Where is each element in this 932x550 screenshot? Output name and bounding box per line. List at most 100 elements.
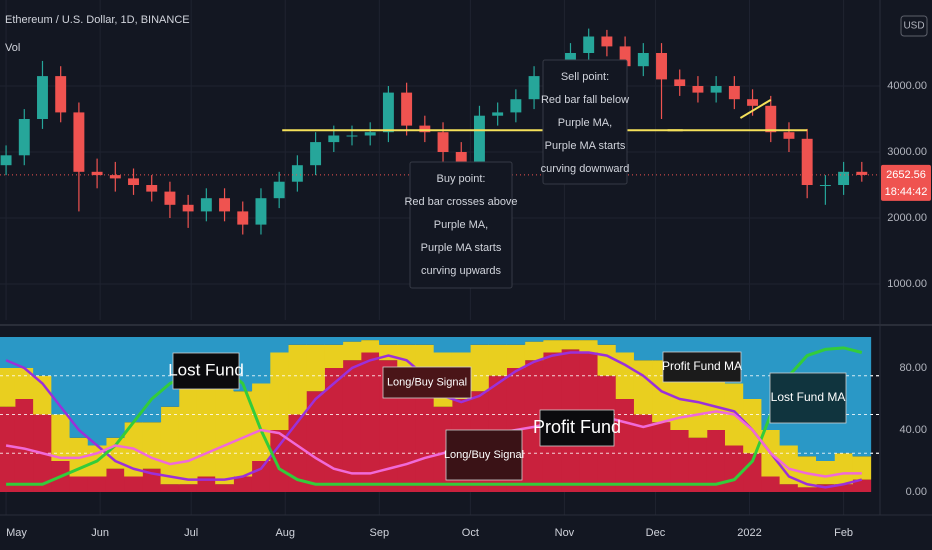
stacked-bar xyxy=(506,344,526,368)
x-tick-label: Dec xyxy=(646,527,666,539)
candle-body xyxy=(728,86,740,100)
candle-body xyxy=(401,92,413,126)
stacked-bar xyxy=(743,337,762,399)
stacked-bar xyxy=(342,360,362,492)
signal-box xyxy=(445,429,523,481)
stacked-bar xyxy=(33,375,52,415)
stacked-bar xyxy=(324,337,344,345)
candle-body xyxy=(310,142,322,166)
stacked-bar xyxy=(360,352,380,492)
candle-body xyxy=(856,171,868,175)
stacked-bar xyxy=(724,445,744,492)
stacked-bar xyxy=(124,476,143,492)
stacked-bar xyxy=(652,422,671,492)
candle-body xyxy=(200,198,212,212)
indicator-pane xyxy=(0,337,880,515)
candle-body xyxy=(783,132,795,139)
y-tick-label: 40.00 xyxy=(899,424,927,436)
stacked-bar xyxy=(670,430,690,492)
stacked-bar xyxy=(743,453,762,492)
stacked-bar xyxy=(433,337,453,353)
stacked-bar xyxy=(779,445,799,485)
last-price-box xyxy=(881,164,931,201)
stacked-bar xyxy=(105,337,125,438)
currency[interactable]: USD xyxy=(903,21,924,32)
candle-body xyxy=(219,198,231,212)
candle-body xyxy=(146,185,158,192)
stacked-bar xyxy=(834,453,853,485)
stacked-bar xyxy=(14,337,34,368)
stacked-bar xyxy=(397,337,416,345)
signal-label: Long/Buy Signal xyxy=(387,376,467,388)
y-tick-label: 2000.00 xyxy=(887,212,927,224)
annotation-box xyxy=(542,59,628,185)
series-label: Lost Fund MA xyxy=(771,390,846,404)
series-label-box xyxy=(769,372,847,424)
candle-body xyxy=(801,138,813,186)
candle-body xyxy=(473,115,485,162)
stacked-bar xyxy=(0,406,16,492)
volume-label: Vol xyxy=(5,42,20,54)
x-tick-label: Jun xyxy=(91,527,109,539)
candle-body xyxy=(364,132,376,136)
candle-body xyxy=(73,112,85,172)
stacked-bar xyxy=(451,337,471,353)
stacked-bar xyxy=(69,337,89,438)
candle-body xyxy=(382,92,394,133)
y-tick-label: 1000.00 xyxy=(887,278,927,290)
annotation-text: Red bar crosses above xyxy=(404,196,517,208)
candle-body xyxy=(55,76,67,113)
stacked-bar xyxy=(360,340,380,353)
stacked-bar xyxy=(269,337,289,353)
overlay: 1000.00 2000.00 3000.00 4000.00 May Jun Jul Aug… xyxy=(6,59,931,539)
ma-line xyxy=(5,410,862,478)
annotation-text: Purple MA, xyxy=(558,117,612,129)
stacked-bar xyxy=(397,368,416,492)
candle-body xyxy=(455,152,467,162)
stacked-bar xyxy=(743,399,762,454)
stacked-bar xyxy=(251,383,271,461)
stacked-bar xyxy=(124,337,143,423)
series-label-box xyxy=(662,351,742,383)
stacked-bar xyxy=(324,344,344,368)
stacked-bar xyxy=(33,337,52,376)
stacked-bar xyxy=(342,341,362,361)
x-tick-label: Oct xyxy=(462,527,479,539)
candle-body xyxy=(0,155,12,166)
stacked-bar xyxy=(579,340,599,353)
candle-body xyxy=(419,125,431,133)
stacked-bar xyxy=(633,337,653,361)
stacked-bar xyxy=(178,484,198,492)
stacked-bar xyxy=(360,337,380,341)
x-tick-label: Sep xyxy=(370,527,390,539)
stacked-bar xyxy=(688,437,708,492)
stacked-bar xyxy=(142,337,162,423)
stacked-bar xyxy=(251,337,271,384)
x-tick-label: 2022 xyxy=(737,527,761,539)
stacked-bar xyxy=(470,344,489,392)
candle-body xyxy=(128,178,139,186)
candle-body xyxy=(656,53,667,80)
y-tick-label: 80.00 xyxy=(899,362,927,374)
annotation-box xyxy=(409,161,513,289)
stacked-bar xyxy=(852,456,872,480)
stacked-bar xyxy=(288,414,307,492)
stacked-bar xyxy=(215,484,234,492)
stacked-bar xyxy=(816,461,835,485)
stacked-bar xyxy=(542,337,562,341)
countdown: 18:44:42 xyxy=(885,186,928,198)
candle-body xyxy=(492,112,504,116)
stacked-bar xyxy=(852,479,872,492)
stacked-bar xyxy=(0,337,16,368)
stacked-bar xyxy=(779,484,799,492)
candle-body xyxy=(637,53,649,67)
candle-body xyxy=(510,99,522,113)
stacked-bar xyxy=(0,368,16,407)
stacked-bar xyxy=(196,383,216,477)
stacked-bar xyxy=(852,337,872,457)
ma-line xyxy=(6,346,863,486)
last-price: 2652.56 xyxy=(886,169,926,181)
currency-box[interactable] xyxy=(900,15,928,37)
stacked-bar xyxy=(542,340,562,353)
stacked-bar xyxy=(561,337,580,341)
